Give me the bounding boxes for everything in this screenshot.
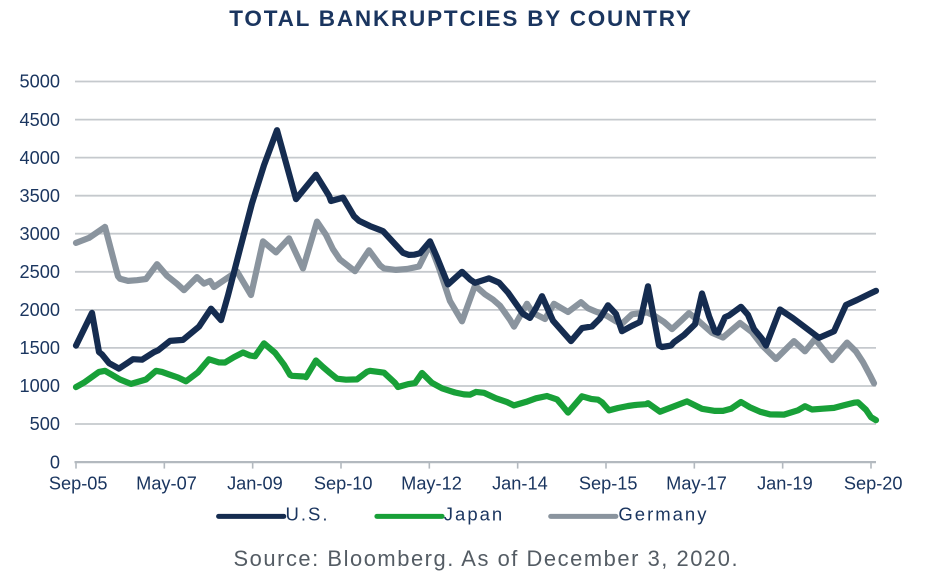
svg-text:500: 500 bbox=[30, 414, 60, 434]
svg-text:Jan-09: Jan-09 bbox=[227, 473, 283, 493]
svg-text:TOTAL BANKRUPTCIES BY COUNTRY: TOTAL BANKRUPTCIES BY COUNTRY bbox=[229, 6, 692, 31]
svg-text:0: 0 bbox=[50, 452, 60, 472]
svg-text:3000: 3000 bbox=[20, 224, 60, 244]
svg-text:Sep-20: Sep-20 bbox=[844, 473, 903, 493]
svg-text:U.S.: U.S. bbox=[286, 504, 330, 525]
svg-text:2000: 2000 bbox=[20, 300, 60, 320]
svg-text:Source: Bloomberg. As of Decem: Source: Bloomberg. As of December 3, 202… bbox=[234, 546, 740, 571]
svg-text:Jan-14: Jan-14 bbox=[492, 473, 548, 493]
svg-text:May-17: May-17 bbox=[666, 473, 727, 493]
svg-text:Sep-10: Sep-10 bbox=[314, 473, 373, 493]
svg-text:1000: 1000 bbox=[20, 376, 60, 396]
svg-text:May-07: May-07 bbox=[136, 473, 197, 493]
svg-text:Sep-05: Sep-05 bbox=[49, 473, 108, 493]
svg-text:3500: 3500 bbox=[20, 186, 60, 206]
svg-text:May-12: May-12 bbox=[401, 473, 462, 493]
svg-text:Japan: Japan bbox=[444, 504, 504, 525]
svg-text:Sep-15: Sep-15 bbox=[579, 473, 638, 493]
svg-text:2500: 2500 bbox=[20, 262, 60, 282]
svg-text:4500: 4500 bbox=[20, 110, 60, 130]
svg-text:4000: 4000 bbox=[20, 148, 60, 168]
svg-text:1500: 1500 bbox=[20, 338, 60, 358]
svg-text:5000: 5000 bbox=[20, 72, 60, 92]
svg-text:Jan-19: Jan-19 bbox=[757, 473, 813, 493]
svg-text:Germany: Germany bbox=[618, 504, 708, 525]
